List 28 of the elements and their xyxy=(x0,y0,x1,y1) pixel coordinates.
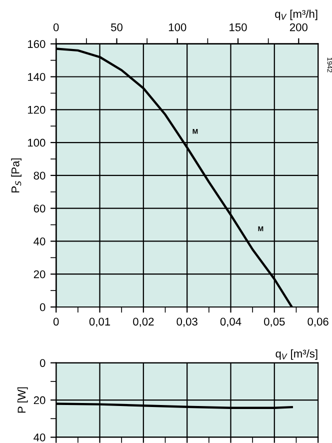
y-tick-label: 0 xyxy=(40,303,46,312)
y-tick-label: 0 xyxy=(40,359,46,367)
y-tick-label: 100 xyxy=(28,138,46,147)
y-tick-label: 60 xyxy=(34,204,46,212)
x-tick-label: 0,03 xyxy=(176,318,198,327)
y-tick-label: 80 xyxy=(34,172,46,180)
x-tick-label: 0 xyxy=(53,318,59,326)
x-tick-label: 0,05 xyxy=(264,318,285,327)
x2-tick-label: 150 xyxy=(230,23,247,32)
x-axis-title: q$_{V}$ [m³/s] xyxy=(276,349,318,360)
y-tick-label: 120 xyxy=(28,106,46,114)
x2-tick-label: 0 xyxy=(53,23,59,32)
x2-tick-label: 50 xyxy=(111,23,122,32)
x2-tick-label: 200 xyxy=(290,23,308,32)
y-tick-label: 40 xyxy=(34,237,46,246)
x2-axis-title: q$_{V}$ [m³/h] xyxy=(275,10,318,20)
y-axis-title: P [W] xyxy=(17,387,28,413)
x-tick-label: 0,01 xyxy=(89,318,110,327)
y-tick-label: 20 xyxy=(34,396,46,404)
y-tick-label: 160 xyxy=(28,40,46,48)
x-tick-label: 0,06 xyxy=(308,318,328,327)
y-tick-label: 40 xyxy=(34,434,46,442)
y-tick-label: 20 xyxy=(34,270,46,278)
x2-tick-label: 100 xyxy=(168,23,186,32)
y-axis-title: P$_{S}$ [Pa] xyxy=(11,158,22,192)
x-tick-label: 0,02 xyxy=(133,318,154,327)
y-tick-label: 140 xyxy=(28,73,46,81)
x-tick-label: 0,04 xyxy=(220,318,242,327)
